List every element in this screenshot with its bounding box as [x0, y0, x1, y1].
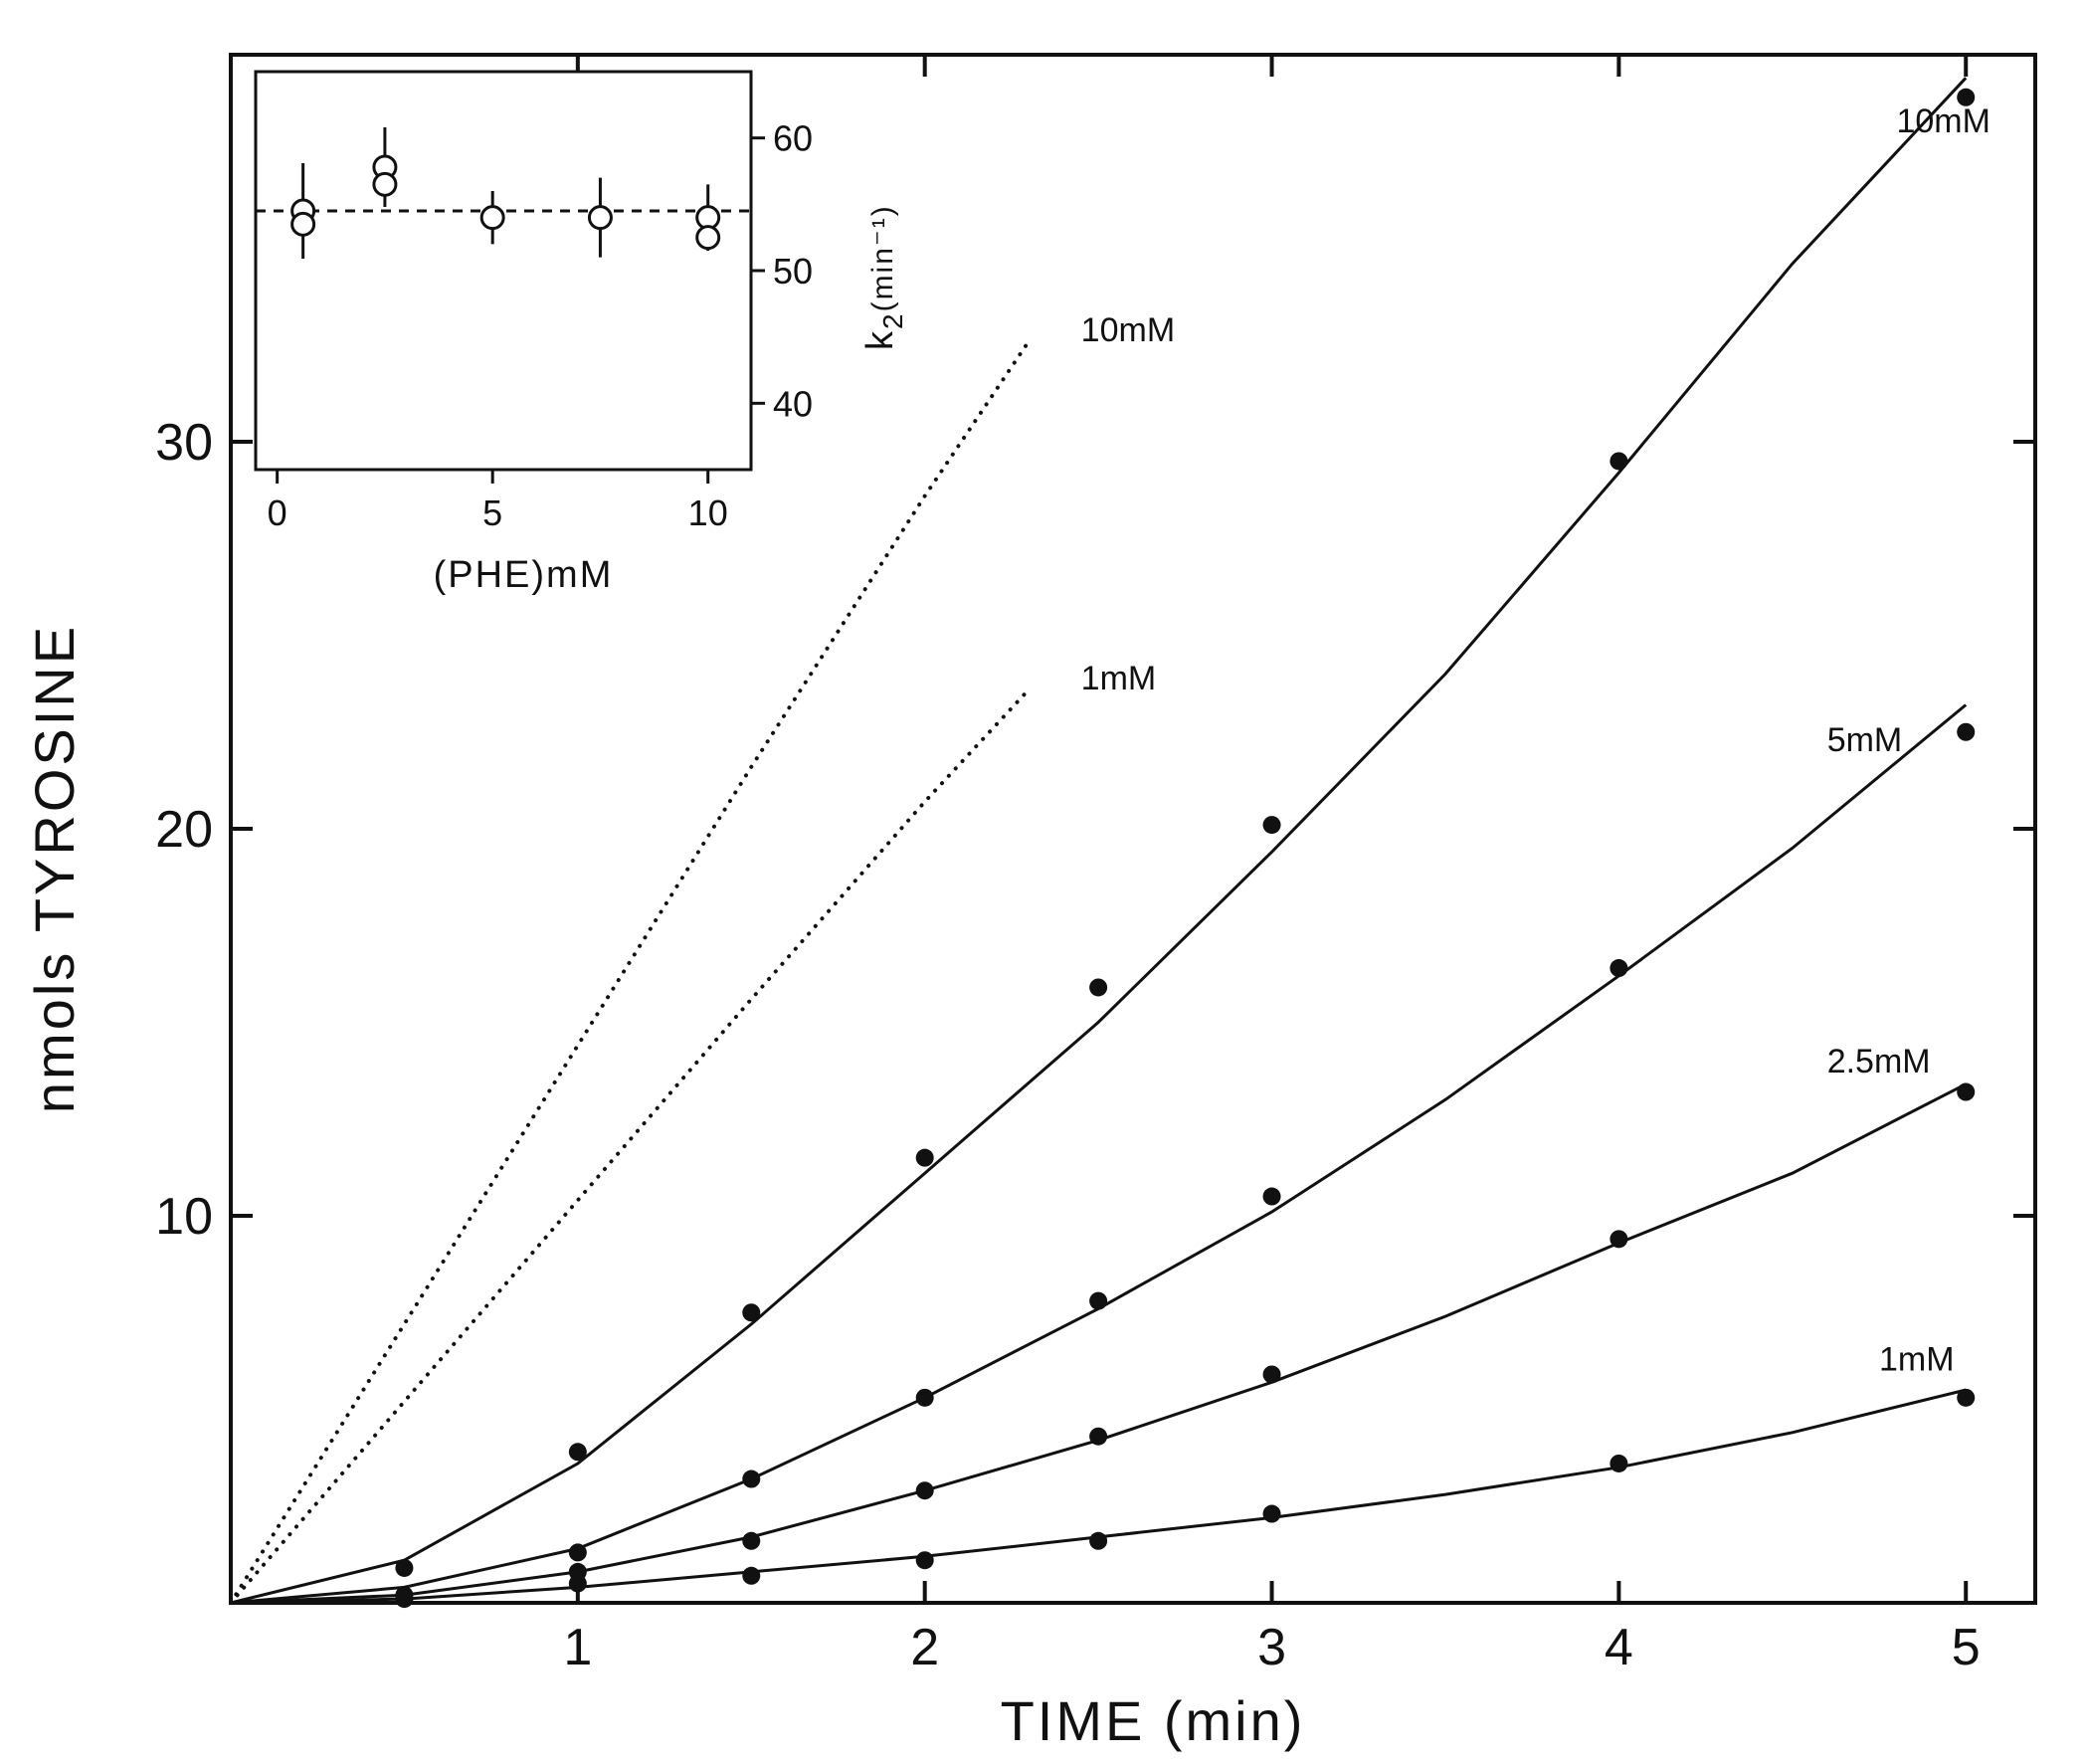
y-tick-label: 20: [155, 801, 213, 859]
data-point: [1089, 1427, 1108, 1446]
x-axis-title: TIME (min): [1001, 1689, 1306, 1752]
data-point: [1957, 88, 1976, 106]
data-point: [1610, 1454, 1628, 1472]
inset-plot-frame: [254, 70, 753, 472]
data-point: [742, 1303, 761, 1322]
data-point: [1957, 1082, 1976, 1101]
inset-y-tick-label: 40: [773, 383, 813, 424]
data-point: [1262, 1504, 1281, 1523]
series-dotted-4: 10mM: [229, 311, 1175, 1605]
series-label: 10mM: [1081, 311, 1175, 349]
inset-x-tick-label: 0: [268, 492, 287, 533]
series-line-dotted: [229, 338, 1032, 1605]
series-label: 2.5mM: [1827, 1043, 1931, 1080]
y-axis-title: nmols TYROSINE: [23, 624, 86, 1113]
series-solid-with-points-2: 2.5mM: [230, 1043, 1976, 1609]
inset-y-axis-title-unit: (min⁻¹): [866, 204, 899, 311]
data-point: [1089, 1291, 1108, 1310]
data-point: [1610, 959, 1628, 978]
inset-y-axis-title-subscript: 2: [877, 311, 908, 329]
data-point: [1610, 1230, 1628, 1249]
inset-x-tick-label: 10: [688, 492, 728, 533]
data-point: [1089, 978, 1108, 997]
series-solid-with-points-3: 1mM: [230, 1341, 1976, 1605]
inset-y-axis-title: k2(min⁻¹): [859, 204, 908, 350]
data-point: [568, 1443, 587, 1462]
data-point: [742, 1470, 761, 1488]
series-label: 10mM: [1896, 102, 1989, 140]
data-point: [742, 1531, 761, 1550]
main-series-group: 10mM 5mM 2.5mM 1mM 10mM 1mM: [229, 77, 1990, 1609]
inset-data-point: [695, 225, 721, 251]
data-point: [568, 1543, 587, 1562]
inset-x-tick-label: 5: [482, 492, 502, 533]
series-dotted-5: 1mM: [229, 660, 1157, 1605]
data-point: [915, 1148, 934, 1167]
inset-y-tick-label: 50: [773, 251, 813, 292]
y-tick-label: 10: [155, 1188, 213, 1246]
data-point: [1262, 816, 1281, 835]
series-label: 1mM: [1081, 660, 1157, 697]
data-point: [1262, 1365, 1281, 1384]
inset-data-point: [372, 171, 398, 197]
data-point: [915, 1551, 934, 1570]
series-label: 1mM: [1879, 1341, 1955, 1379]
inset-chart: 0 5 10 40 50 60 (PHE)mM k2(min⁻¹): [254, 70, 908, 596]
inset-marks-group: [256, 127, 751, 259]
x-tick-label: 3: [1257, 1619, 1286, 1676]
data-point: [1610, 452, 1628, 471]
data-point: [1089, 1531, 1108, 1550]
inset-x-axis-title: (PHE)mM: [434, 554, 614, 596]
data-point: [915, 1481, 934, 1500]
series-label: 5mM: [1827, 721, 1903, 759]
data-point: [915, 1388, 934, 1407]
data-point: [395, 1558, 414, 1577]
y-tick-label: 30: [155, 414, 213, 472]
inset-data-point: [290, 211, 316, 237]
data-point: [1957, 1388, 1976, 1407]
data-point: [1957, 722, 1976, 741]
inset-data-point: [479, 205, 505, 231]
inset-axes-group: 0 5 10 40 50 60: [268, 118, 813, 533]
series-line-dotted: [229, 687, 1032, 1605]
series-fit-line: [230, 77, 1968, 1605]
series-solid-with-points-0: 10mM: [230, 77, 1990, 1605]
inset-data-point: [587, 205, 613, 231]
data-point: [1262, 1187, 1281, 1206]
data-point: [742, 1566, 761, 1585]
x-tick-label: 2: [910, 1619, 939, 1676]
x-tick-label: 5: [1952, 1619, 1981, 1676]
inset-y-axis-title-main: k: [859, 329, 901, 350]
x-tick-label: 4: [1605, 1619, 1633, 1676]
inset-y-tick-label: 60: [773, 118, 813, 159]
x-tick-label: 1: [563, 1619, 592, 1676]
